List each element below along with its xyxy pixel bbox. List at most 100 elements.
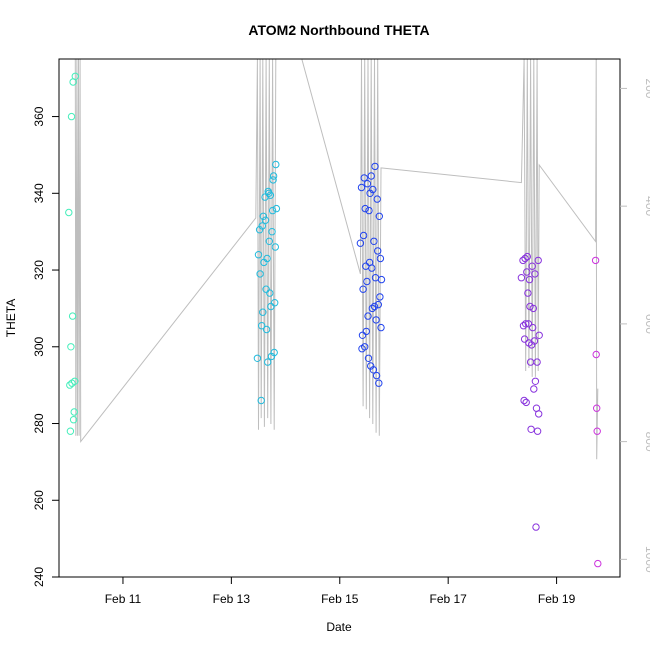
right-tick-label: 800	[643, 432, 650, 452]
data-point	[68, 312, 77, 320]
data-point	[594, 559, 602, 568]
x-tick-label: Feb 17	[429, 592, 467, 606]
data-point	[271, 243, 279, 251]
data-point	[367, 172, 375, 180]
data-point	[67, 343, 75, 351]
y-axis-label: THETA	[4, 299, 18, 337]
data-point	[259, 308, 267, 316]
data-point	[71, 377, 79, 385]
x-tick-label: Feb 11	[105, 592, 142, 606]
data-point	[271, 299, 279, 307]
y-tick-label: 280	[32, 413, 46, 433]
data-point	[368, 304, 376, 313]
data-point	[270, 348, 278, 357]
data-point	[522, 398, 530, 407]
data-point	[530, 385, 538, 393]
data-point	[375, 212, 383, 221]
data-point	[371, 162, 379, 171]
data-point	[526, 358, 535, 366]
data-point	[263, 254, 271, 263]
data-point	[66, 427, 75, 435]
x-tick-label: Feb 19	[538, 592, 576, 606]
data-point	[523, 268, 531, 276]
data-point	[533, 427, 542, 435]
y-tick-label: 240	[32, 567, 46, 587]
data-point	[593, 404, 601, 412]
data-point	[372, 371, 381, 380]
y-tick-label: 360	[32, 106, 46, 126]
data-point	[356, 239, 365, 247]
data-point	[369, 366, 378, 374]
data-point	[532, 523, 540, 531]
data-point	[262, 325, 271, 334]
y-axis: 240 260 280 300 320 340 360	[32, 106, 59, 587]
data-point	[535, 410, 543, 418]
data-point	[264, 358, 272, 366]
data-point	[365, 206, 373, 215]
data-point	[534, 256, 542, 265]
data-point	[71, 72, 80, 81]
data-point	[531, 270, 539, 278]
data-point	[519, 256, 527, 265]
data-point	[66, 381, 74, 389]
data-point	[269, 176, 277, 184]
data-point	[65, 208, 73, 217]
data-point	[254, 251, 263, 259]
chart-title: ATOM2 Northbound THETA	[248, 22, 429, 38]
data-point	[359, 285, 367, 293]
data-point	[376, 293, 384, 301]
data-point	[256, 270, 264, 278]
data-point	[370, 302, 379, 311]
data-point	[268, 206, 277, 215]
x-tick-label: Feb 13	[213, 592, 251, 606]
data-point	[376, 254, 385, 263]
data-point	[525, 275, 534, 284]
x-tick-label: Feb 15	[321, 592, 359, 606]
data-point	[363, 180, 372, 188]
data-point	[67, 112, 76, 121]
data-point	[361, 343, 369, 351]
data-point	[531, 377, 540, 385]
data-point	[591, 256, 600, 265]
data-point	[524, 289, 532, 297]
data-point	[530, 337, 539, 345]
data-point	[360, 174, 368, 182]
data-point	[69, 416, 78, 424]
data-point	[253, 354, 262, 362]
data-point	[533, 358, 541, 366]
data-point	[528, 262, 536, 270]
data-point	[364, 354, 373, 362]
y-tick-label: 320	[32, 260, 46, 280]
data-point	[266, 191, 275, 199]
data-point	[272, 204, 281, 213]
data-point	[268, 228, 276, 236]
data-point	[258, 222, 266, 230]
data-point	[262, 285, 270, 293]
data-point	[520, 396, 528, 405]
x-axis-label: Date	[326, 620, 352, 634]
right-tick-label: 400	[643, 196, 650, 216]
data-point	[372, 316, 380, 324]
data-point	[368, 264, 376, 272]
data-point	[362, 327, 370, 336]
data-point	[261, 216, 270, 224]
data-point	[363, 277, 371, 286]
data-point	[375, 379, 383, 387]
data-point	[593, 427, 601, 435]
data-point	[70, 408, 78, 416]
right-tick-label: 1000	[643, 546, 650, 573]
data-point	[259, 212, 267, 221]
data-point	[257, 396, 265, 405]
y-tick-label: 260	[32, 490, 46, 510]
right-tick-label: 200	[643, 78, 650, 98]
data-point	[370, 237, 378, 246]
data-point	[522, 320, 530, 328]
data-point	[369, 185, 377, 194]
data-point	[374, 300, 382, 309]
data-point	[377, 275, 386, 284]
data-point	[269, 172, 278, 180]
data-point	[265, 189, 273, 198]
data-points-layer	[65, 72, 602, 568]
x-axis: Feb 11 Feb 13 Feb 15 Feb 17 Feb 19	[105, 577, 576, 606]
